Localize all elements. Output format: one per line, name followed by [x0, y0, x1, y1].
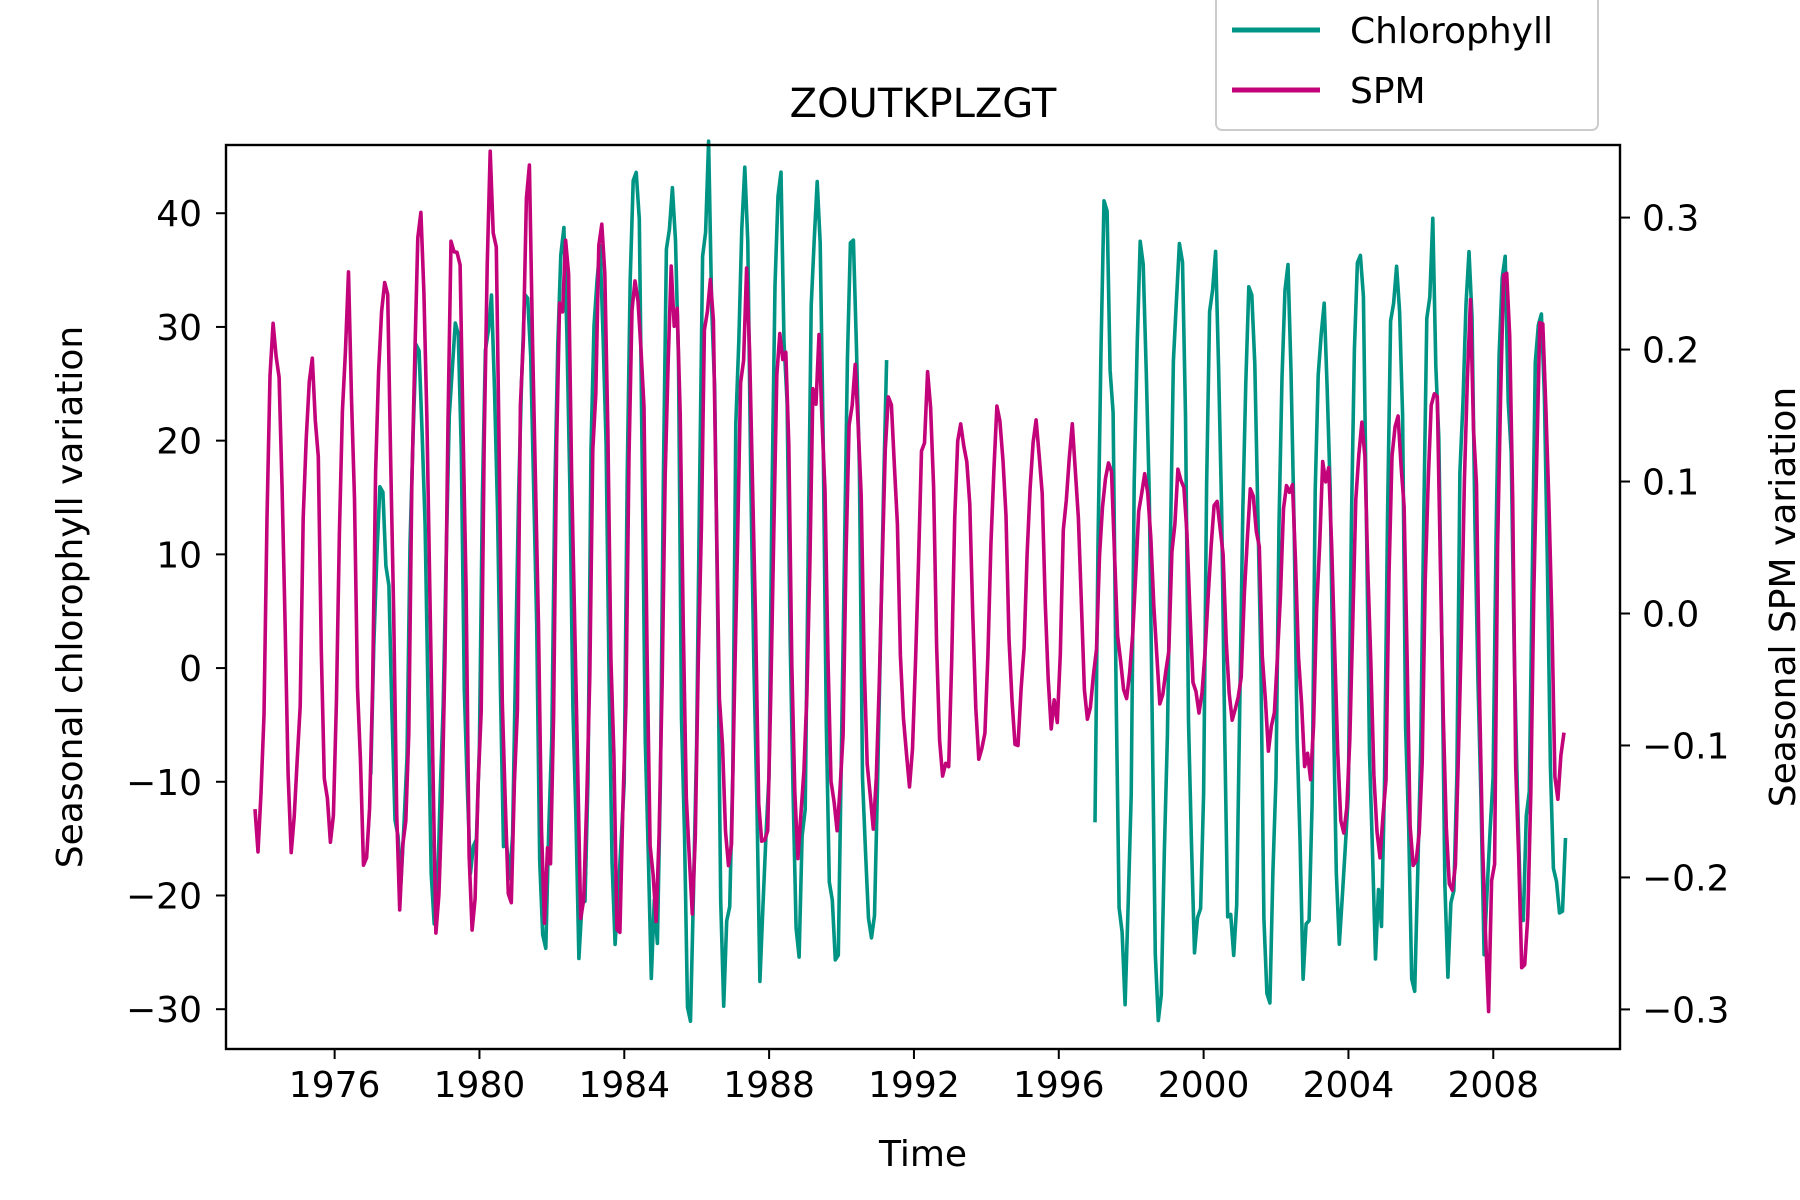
- x-axis-label: Time: [878, 1134, 967, 1175]
- y-axis-right: 0.3 0.2 0.1 0.0 −0.1 −0.2 −0.3: [1620, 199, 1729, 1031]
- y-right-tick-label: 0.3: [1642, 199, 1699, 240]
- legend-label-spm: SPM: [1350, 71, 1426, 112]
- y-left-tick-label: 30: [156, 308, 202, 349]
- y-left-tick-label: 0: [179, 649, 202, 690]
- y-right-tick-label: −0.2: [1642, 858, 1729, 899]
- y-left-tick-label: 10: [156, 535, 202, 576]
- y-right-tick-label: −0.3: [1642, 990, 1729, 1031]
- x-tick-label: 1984: [578, 1065, 670, 1106]
- y-left-tick-label: 40: [156, 194, 202, 235]
- x-tick-label: 1988: [723, 1065, 815, 1106]
- x-tick-label: 1980: [434, 1065, 526, 1106]
- y-left-tick-label: −30: [126, 990, 202, 1031]
- series-line-chlorophyll: [369, 139, 889, 1023]
- y-right-tick-label: 0.2: [1642, 331, 1699, 372]
- series-layer: [253, 139, 1568, 1023]
- legend: Chlorophyll SPM: [1215, 0, 1599, 131]
- x-tick-label: 2004: [1303, 1065, 1395, 1106]
- x-tick-label: 1976: [289, 1065, 381, 1106]
- y-left-tick-label: −10: [126, 763, 202, 804]
- x-tick-label: 2008: [1447, 1065, 1539, 1106]
- y-axis-left-label: Seasonal chlorophyll variation: [50, 326, 91, 868]
- series-line-spm: [253, 149, 1566, 1014]
- y-axis-left: 40 30 20 10 0 −10 −20 −30: [126, 194, 226, 1031]
- x-axis: 1976 1980 1984 1988 1992 1996 2000 2004 2008: [289, 1049, 1539, 1106]
- plot-frame: [224, 143, 1622, 1051]
- y-right-tick-label: −0.1: [1642, 726, 1729, 767]
- y-right-tick-label: 0.1: [1642, 463, 1699, 504]
- chart-title: ZOUTKPLZGT: [790, 81, 1057, 127]
- y-right-tick-label: 0.0: [1642, 594, 1699, 635]
- x-tick-label: 1992: [868, 1065, 960, 1106]
- y-axis-right-label: Seasonal SPM variation: [1763, 387, 1800, 807]
- x-tick-label: 2000: [1158, 1065, 1250, 1106]
- y-left-tick-label: 20: [156, 422, 202, 463]
- x-tick-label: 1996: [1013, 1065, 1105, 1106]
- y-left-tick-label: −20: [126, 876, 202, 917]
- legend-label-chlorophyll: Chlorophyll: [1350, 11, 1553, 52]
